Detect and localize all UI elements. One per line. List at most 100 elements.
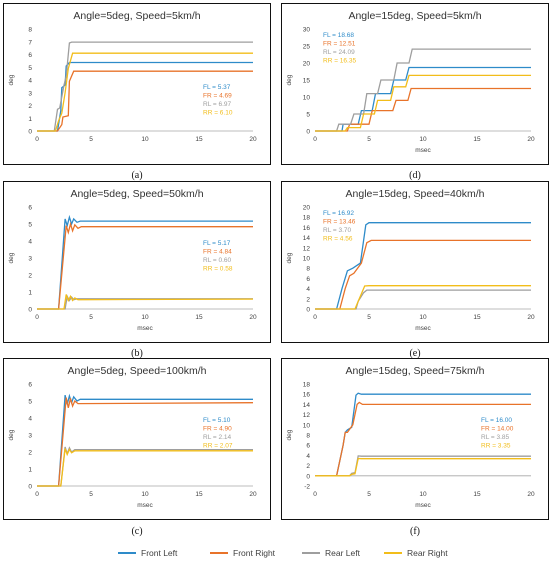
panel-label-f: (f) [281,523,549,537]
panel-label-f-svg: (f) [410,526,420,537]
y-tick-label: 3 [28,433,32,440]
panel-frame [281,3,549,165]
panel-label-a: (a) [3,167,271,181]
series-line-front-right [37,221,253,310]
series-line-rear-left [37,41,253,132]
chart-title: Angle=15deg, Speed=5km/h [348,10,481,22]
series-line-rear-right [315,285,531,310]
panel-label-b: (b) [3,345,271,359]
value-annotation: FL = 16.00 [481,417,512,424]
y-tick-label: 2 [28,450,32,457]
panel-label-e-svg: (e) [409,348,420,359]
x-tick-label: 15 [195,491,203,498]
chart-title: Angle=15deg, Speed=75km/h [346,365,485,377]
y-tick-label: 12 [303,245,311,252]
y-tick-label: 16 [303,392,311,399]
y-axis-label: deg [8,252,15,263]
value-annotation: FL = 5.37 [203,84,231,91]
y-tick-label: 18 [303,382,311,389]
y-tick-label: 5 [28,399,32,406]
series-line-front-right [37,397,254,487]
legend-label: Rear Right [407,548,448,558]
y-tick-label: 2 [306,463,310,470]
value-annotation: FR = 13.46 [323,219,356,226]
value-annotation: FL = 5.10 [203,417,231,424]
chart-title: Angle=5deg, Speed=100km/h [68,365,207,377]
x-tick-label: 15 [473,136,481,143]
value-annotation: FR = 4.84 [203,249,232,256]
y-tick-label: 1 [28,290,32,297]
panel-frame [3,3,271,165]
y-tick-label: 0 [28,307,32,314]
y-tick-label: 5 [28,222,32,229]
y-tick-label: 4 [306,453,310,460]
y-tick-label: 5 [28,65,32,72]
x-tick-label: 0 [313,314,317,321]
value-annotation: RR = 16.35 [323,58,356,65]
panel-frame [281,358,549,520]
value-annotation: RL = 24.09 [323,49,355,56]
series-line-front-left [315,66,531,132]
y-tick-label: 18 [303,215,311,222]
x-tick-label: 15 [195,136,203,143]
y-tick-label: 6 [28,52,32,59]
x-tick-label: 5 [367,491,371,498]
x-tick-label: 10 [141,136,149,143]
series-line-front-right [37,70,253,132]
panel-d: Angle=15deg, Speed=5km/h 0 5 10 15 20 25 30 0 5 10… [281,3,549,165]
x-tick-label: 20 [527,314,535,321]
x-tick-label: 15 [473,491,481,498]
x-tick-label: 10 [141,314,149,321]
panel-label-d: (d) [281,167,549,181]
x-tick-label: 20 [249,314,257,321]
x-tick-label: 20 [527,136,535,143]
x-tick-label: 15 [473,314,481,321]
series-line-front-left [315,222,531,310]
y-tick-label: 7 [28,39,32,46]
y-axis-label: deg [8,74,15,85]
y-tick-label: 0 [28,129,32,136]
y-tick-label: 14 [303,235,311,242]
panel-label-c: (c) [3,523,271,537]
y-tick-label: 0 [306,129,310,136]
y-tick-label: 5 [306,112,310,119]
y-tick-label: 30 [303,27,311,34]
panel-label: (e) [409,348,420,359]
x-axis-label: msec [415,502,431,509]
panel-label: (d) [409,170,421,181]
y-tick-label: 4 [28,416,32,423]
y-axis-label: deg [286,429,293,440]
series-line-rear-right [37,52,253,132]
y-tick-label: 1 [28,467,32,474]
series-line-front-right [315,401,531,477]
series-line-front-left [37,61,253,132]
y-tick-label: 10 [303,256,311,263]
value-annotation: FL = 18.68 [323,32,354,39]
y-axis-label: deg [286,74,293,85]
y-tick-label: 6 [306,443,310,450]
series-line-front-right [315,239,531,310]
y-tick-label: 6 [28,205,32,212]
y-tick-label: 2 [28,103,32,110]
y-tick-label: 2 [28,273,32,280]
chart-title: Angle=5deg, Speed=50km/h [70,188,203,200]
y-tick-label: 20 [303,61,311,68]
chart-title: Angle=5deg, Speed=5km/h [73,10,200,22]
y-tick-label: 20 [303,205,311,212]
series-line-front-left [37,214,253,310]
x-tick-label: 10 [141,491,149,498]
value-annotation: RR = 2.07 [203,443,233,450]
y-tick-label: 15 [303,78,311,85]
y-tick-label: 8 [306,266,310,273]
panel-label: (b) [131,348,143,359]
x-tick-label: 10 [419,136,427,143]
legend-label: Rear Left [325,548,361,558]
panel-frame [3,358,271,520]
y-tick-label: 14 [303,402,311,409]
value-annotation: RR = 6.10 [203,110,233,117]
series-line-rear-right [37,448,253,487]
panel-frame [3,181,271,343]
panel-label-d-svg: (d) [409,170,421,181]
legend-label: Front Right [233,548,276,558]
panel-b: Angle=5deg, Speed=50km/h 0 1 2 3 4 5 6 0 5 10 15 20 d… [3,181,271,343]
